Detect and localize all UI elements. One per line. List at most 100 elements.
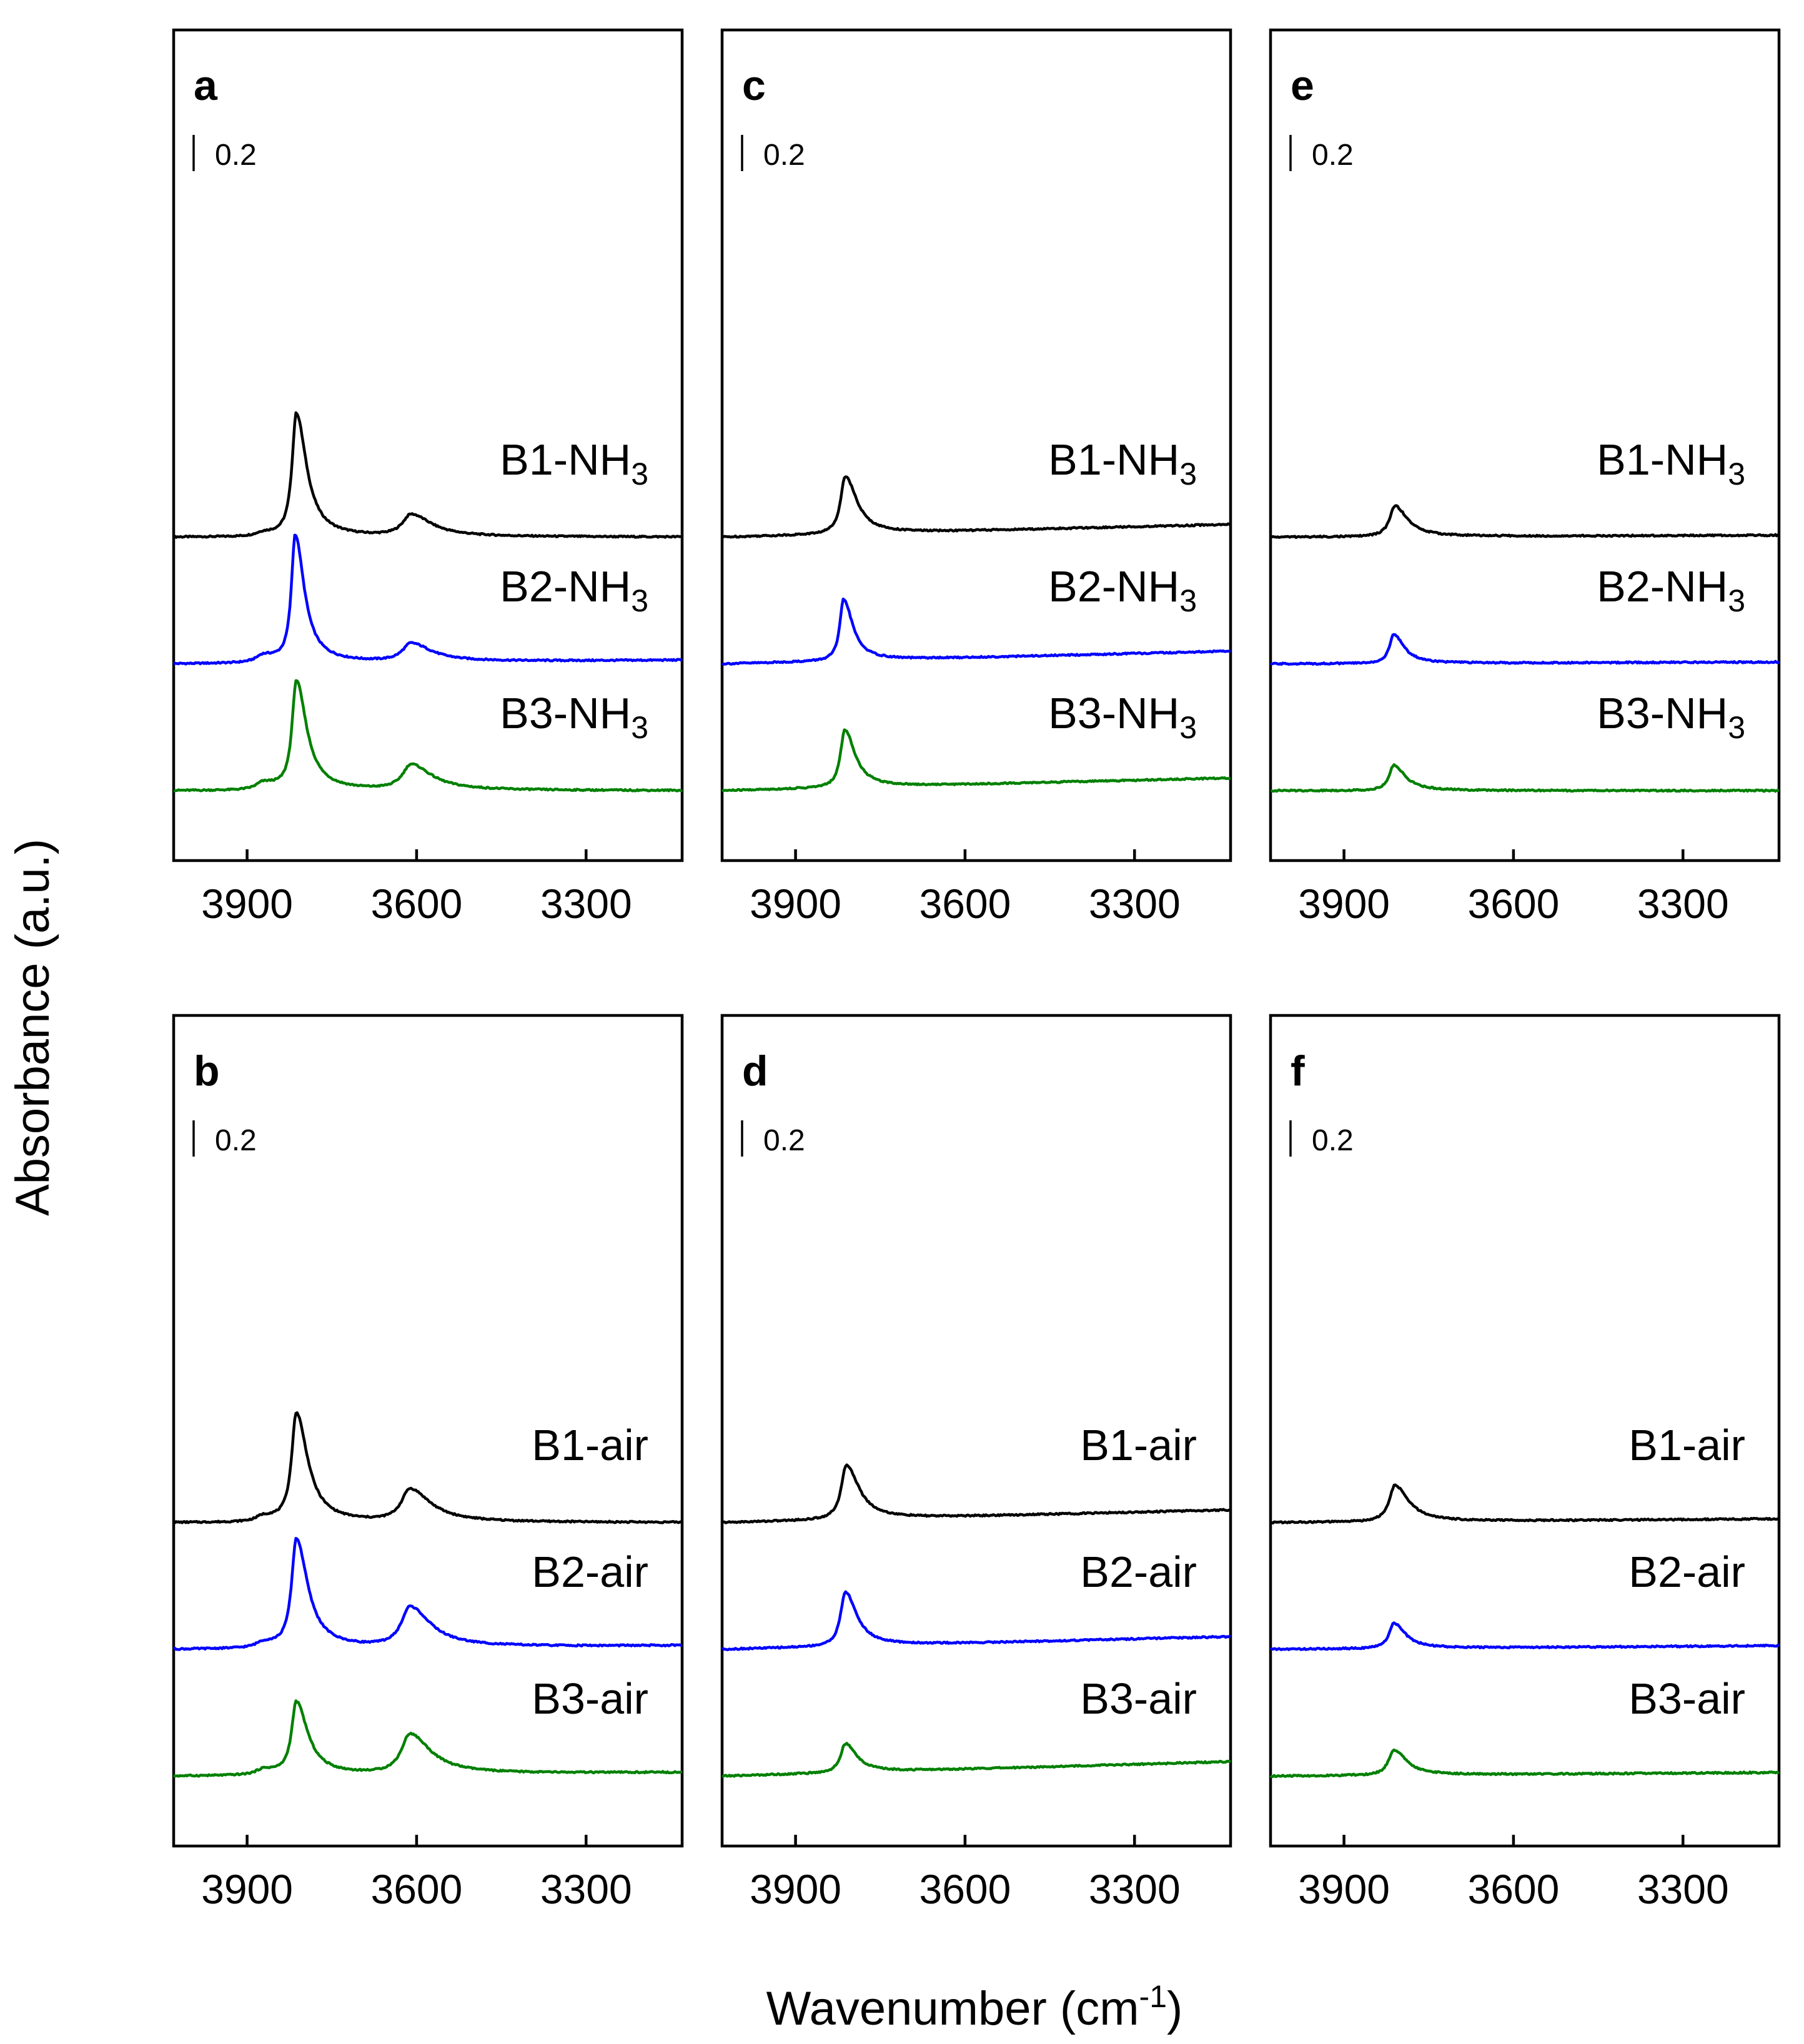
series-label-sub: 3 — [1179, 710, 1197, 745]
scale-bar-label: 0.2 — [1312, 139, 1354, 172]
series-label-B3-air: B3-air — [1080, 1674, 1197, 1723]
series-label-main: B3-NH — [500, 689, 631, 738]
series-label-B1-NH3: B1-NH3 — [500, 435, 648, 491]
x-tick-label: 3900 — [1298, 1866, 1390, 1912]
series-label-B2-NH3: B2-NH3 — [500, 562, 648, 618]
x-tick-label: 3600 — [919, 881, 1011, 927]
panel-b-frame — [172, 1014, 684, 1848]
series-line-B3-NH3 — [1270, 763, 1780, 793]
panel-letter: c — [742, 62, 766, 109]
series-line-B2-air — [1269, 1621, 1780, 1651]
series-label-sub: 3 — [631, 583, 648, 618]
x-tick-label: 3900 — [1298, 881, 1390, 927]
series-label-main: B2-NH — [1048, 562, 1179, 611]
series-line-B1-air — [721, 1463, 1231, 1524]
series-label-B2-air: B2-air — [1628, 1548, 1745, 1596]
panel-d-frame — [720, 1014, 1232, 1848]
panel-a-frame — [172, 28, 684, 862]
x-tick-label: 3300 — [540, 881, 632, 927]
series-label-B3-NH3: B3-NH3 — [500, 689, 648, 745]
x-axis-title-close: ) — [1167, 1982, 1182, 2035]
series-label-main: B2-NH — [1597, 562, 1728, 611]
series-label-B1-NH3: B1-NH3 — [1048, 435, 1197, 491]
series-line-B1-air — [1270, 1483, 1780, 1525]
series-line-B1-NH3 — [721, 475, 1232, 539]
series-label-main: B1-air — [1080, 1421, 1197, 1469]
x-tick-label: 3300 — [1637, 881, 1729, 927]
x-tick-label: 3600 — [1467, 881, 1559, 927]
y-axis-title: Absorbance (a.u.) — [6, 839, 59, 1216]
panel-d: 3900 3600 3300 d 0.2 B1-air B2-air B3-air — [720, 1014, 1232, 1912]
series-line-B2-air — [721, 1590, 1231, 1651]
series-line-B3-air — [1269, 1748, 1780, 1779]
series-label-sub: 3 — [631, 710, 648, 745]
x-tick-label: 3900 — [201, 881, 293, 927]
series-label-main: B1-air — [532, 1421, 648, 1469]
panel-letter: a — [194, 62, 218, 109]
x-tick-label: 3900 — [201, 1866, 293, 1912]
panel-letter: f — [1291, 1047, 1305, 1095]
series-line-B3-NH3 — [173, 679, 683, 792]
series-label-B2-air: B2-air — [532, 1548, 648, 1596]
series-line-B3-air — [721, 1742, 1232, 1778]
series-label-main: B2-NH — [500, 562, 631, 611]
scale-bar-label: 0.2 — [763, 1124, 805, 1157]
scale-bar-label: 0.2 — [215, 1124, 257, 1157]
series-label-B1-NH3: B1-NH3 — [1597, 435, 1745, 491]
series-label-main: B2-air — [532, 1548, 648, 1596]
series-line-B3-air — [172, 1699, 683, 1778]
series-label-sub: 3 — [1179, 457, 1197, 491]
series-line-B1-NH3 — [1270, 504, 1780, 540]
scale-bar-label: 0.2 — [763, 139, 805, 172]
series-label-B3-air: B3-air — [532, 1674, 648, 1723]
series-label-main: B3-NH — [1048, 689, 1179, 738]
series-label-B2-NH3: B2-NH3 — [1597, 562, 1745, 618]
series-label-main: B3-air — [532, 1674, 648, 1723]
x-tick-label: 3600 — [1467, 1866, 1559, 1912]
series-line-B2-NH3 — [1269, 633, 1780, 666]
series-label-B2-air: B2-air — [1080, 1548, 1197, 1596]
x-tick-label: 3900 — [750, 1866, 841, 1912]
series-line-B2-NH3 — [721, 597, 1231, 666]
series-label-B1-air: B1-air — [1628, 1421, 1745, 1469]
series-label-main: B1-NH — [1597, 435, 1728, 484]
series-label-main: B3-NH — [1597, 689, 1728, 738]
series-label-sub: 3 — [1728, 710, 1745, 745]
series-label-sub: 3 — [1728, 583, 1745, 618]
panel-f: 3900 3600 3300 f0.2 B1-air B2-air B3-air — [1269, 1014, 1781, 1912]
x-tick-label: 3300 — [1089, 1866, 1181, 1912]
x-tick-label: 3600 — [370, 1866, 462, 1912]
series-label-sub: 3 — [1179, 583, 1197, 618]
panel-letter: b — [194, 1047, 220, 1095]
x-tick-label: 3300 — [1637, 1866, 1729, 1912]
panel-letter: d — [742, 1047, 768, 1095]
panel-c-frame — [720, 28, 1232, 862]
x-tick-label: 3600 — [919, 1866, 1011, 1912]
series-label-B1-air: B1-air — [1080, 1421, 1197, 1469]
x-axis-title-main: Wavenumber (cm — [766, 1982, 1139, 2035]
series-line-B1-air — [173, 1411, 683, 1524]
series-label-B3-air: B3-air — [1628, 1674, 1745, 1723]
panel-b: 3900 3600 3300 b 0.2 B1-air B2-air B3-air — [172, 1014, 684, 1912]
series-line-B2-air — [172, 1536, 683, 1651]
series-label-main: B1-NH — [500, 435, 631, 484]
series-label-B3-NH3: B3-NH3 — [1597, 689, 1745, 745]
scale-bar-label: 0.2 — [1312, 1124, 1354, 1157]
x-tick-label: 3300 — [1089, 881, 1181, 927]
panel-e-frame — [1269, 28, 1781, 862]
panel-letter: e — [1291, 62, 1314, 109]
x-axis-title-sup: -1 — [1139, 1979, 1167, 2014]
series-label-sub: 3 — [1728, 457, 1745, 491]
panel-f-frame — [1269, 1014, 1781, 1848]
series-label-main: B1-air — [1628, 1421, 1745, 1469]
series-label-B1-air: B1-air — [532, 1421, 648, 1469]
series-label-sub: 3 — [631, 457, 648, 491]
x-axis-title: Wavenumber (cm-1) — [766, 1979, 1183, 2035]
scale-bar-label: 0.2 — [215, 139, 257, 172]
series-label-main: B3-air — [1080, 1674, 1197, 1723]
